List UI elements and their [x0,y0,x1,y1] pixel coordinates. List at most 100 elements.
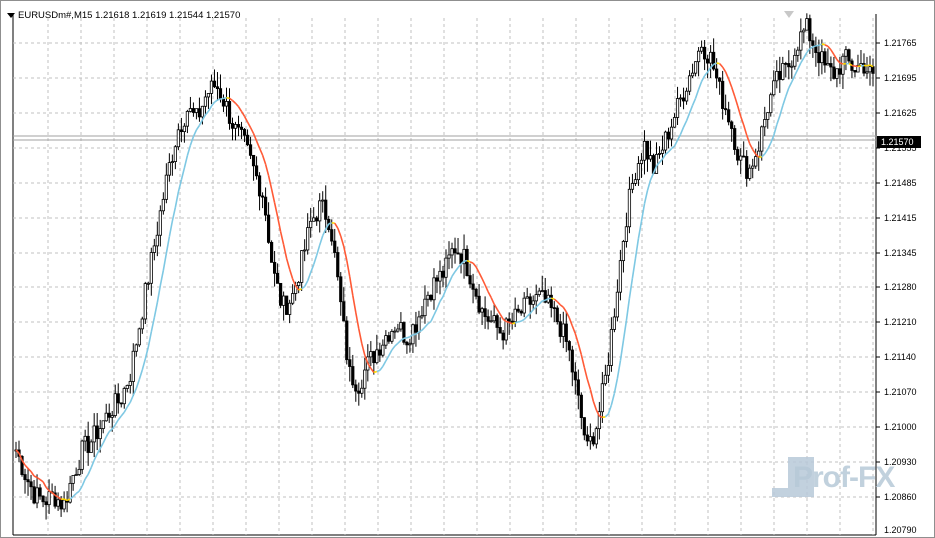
indicator-segment-down [358,328,363,344]
indicator-segment-up [782,96,787,106]
candle-bear [585,434,589,442]
candle-bull [396,328,400,332]
candle-bear [191,108,196,113]
candle-bull [690,72,695,77]
candle-bull [125,385,129,389]
indicator-segment-up [186,145,192,156]
indicator-segment-up [673,139,679,147]
candle-bull [709,51,713,64]
price-label: 1.21485 [884,178,917,188]
indicator-segment-up [397,339,402,344]
candle-bull [71,475,75,484]
indicator-segment-down [589,389,595,402]
candle-bull [606,365,610,376]
indicator-segment-up [643,190,649,205]
candle-bear [239,126,244,130]
indicator-segment-down [595,409,601,417]
indicator-segment-down [490,297,495,305]
candle-bull [423,298,427,317]
indicator-segment-up [700,75,706,82]
indicator-segment-up [87,467,92,475]
chart-menu-triangle-icon[interactable] [7,13,15,18]
candle-bear [745,156,749,179]
candle-bear [570,349,574,373]
candle-bear [715,68,719,79]
candle-bear [269,241,274,263]
candle-bear [591,436,595,445]
indicator-segment-up [785,87,790,97]
indicator-segment-up [710,63,715,69]
candle-bull [128,381,132,386]
indicator-segment-up [430,314,435,322]
indicator-segment-up [78,485,83,492]
indicator-segment-down [258,147,264,156]
indicator-segment-down [739,116,745,126]
candle-bear [53,492,57,507]
indicator-segment-down [574,333,580,344]
candle-bear [483,308,487,318]
indicator-segment-up [180,167,186,181]
indicator-segment-down [499,313,504,320]
indicator-segment-up [321,228,327,237]
candle-bull [297,282,301,287]
indicator-segment-up [114,419,119,426]
candle-bear [273,261,277,274]
indicator-segment-up [72,492,77,498]
indicator-segment-up [129,394,135,403]
candle-bull [633,179,638,184]
indicator-segment-up [860,64,865,67]
candle-bull [155,234,159,247]
indicator-segment-up [679,126,685,135]
candle-bear [501,332,505,341]
candle-bull [360,387,364,394]
indicator-segment-up [213,99,218,103]
indicator-segment-up [81,478,86,487]
indicator-segment-up [767,142,772,150]
indicator-segment-up [210,101,216,107]
indicator-segment-down [869,64,874,68]
indicator-segment-up [442,288,447,297]
indicator-segment-up [207,105,213,112]
indicator-segment-up [144,346,150,360]
candle-bear [414,324,418,333]
indicator-segment-down [502,318,507,323]
candle-bull [627,188,632,228]
indicator-segment-down [727,78,733,88]
candle-bull [420,315,424,318]
indicator-segment-up [794,68,799,76]
candle-bear [248,144,253,156]
indicator-segment-up [800,57,805,64]
candle-bear [357,390,361,394]
candle-bull [669,126,674,140]
candle-bull [748,167,752,179]
candle-bull [363,369,367,389]
indicator-segment-up [301,285,306,290]
candle-bull [612,316,616,330]
indicator-segment-up [379,365,384,371]
candle-bear [853,70,857,73]
chart-shift-marker-icon[interactable] [784,11,794,18]
candle-bear [342,301,346,322]
price-label: 1.21280 [884,282,917,292]
candle-bull [194,108,199,113]
indicator-segment-up [189,136,195,146]
indicator-segment-down [57,496,62,500]
candle-bear [330,229,334,242]
candle-bull [540,290,544,292]
indicator-segment-down [364,355,369,364]
indicator-segment-down [469,261,474,264]
candle-bull [80,440,84,470]
candle-bear [778,70,782,80]
candle-bear [543,290,547,303]
candle-bull [74,474,78,476]
candle-bull [399,322,403,330]
indicator-segment-down [562,306,567,313]
indicator-segment-down [334,222,339,229]
candle-bull [630,183,635,190]
indicator-segment-up [676,133,682,141]
indicator-segment-down [571,325,577,334]
indicator-segment-down [478,272,483,279]
indicator-segment-down [827,45,832,51]
indicator-segment-up [791,75,796,83]
